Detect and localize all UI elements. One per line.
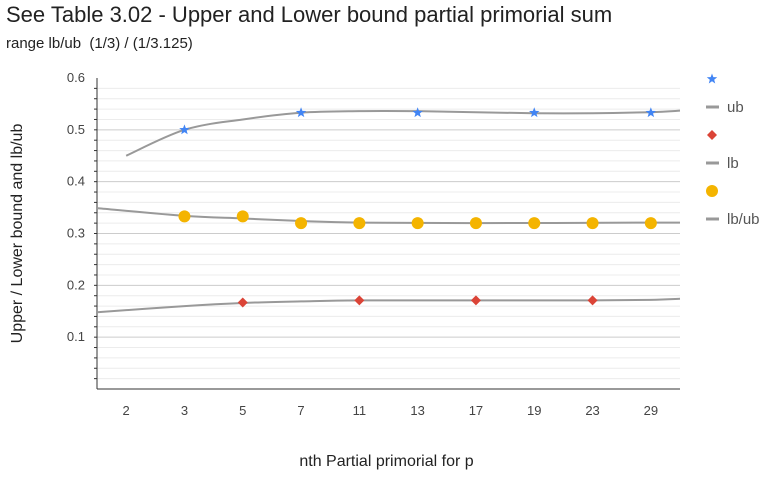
y-tick-label: 0.2: [67, 277, 85, 292]
chart-subtitle: range lb/ub (1/3) / (1/3.125): [6, 35, 193, 52]
data-point-star: [412, 107, 423, 118]
y-axis-title: Upper / Lower bound and lb/ub: [9, 124, 26, 344]
x-tick-label: 3: [181, 403, 188, 418]
data-point-circle: [295, 217, 308, 230]
y-tick-label: 0.3: [67, 226, 85, 241]
data-point-star: [179, 124, 190, 135]
series-lb-trendline: [96, 297, 681, 314]
x-tick-label: 17: [469, 403, 483, 418]
chart-title: See Table 3.02 - Upper and Lower bound p…: [6, 2, 613, 27]
x-tick-label: 19: [527, 403, 541, 418]
legend: ub lb lb/ub: [706, 73, 760, 228]
legend-swatch-circle: [706, 185, 718, 197]
y-tick-label: 0.6: [67, 70, 85, 85]
data-point-diamond: [470, 295, 481, 306]
x-tick-label: 2: [123, 403, 130, 418]
x-tick-label: 13: [410, 403, 424, 418]
legend-swatch-star: [706, 73, 718, 84]
data-point-circle: [353, 217, 366, 230]
series-diamond-points: [237, 295, 598, 308]
trendline-path: [125, 109, 681, 157]
legend-label: lb: [727, 155, 739, 172]
data-point-circle: [644, 217, 657, 230]
trendline-path: [96, 297, 681, 314]
data-point-circle: [236, 210, 249, 223]
series-star-points: [179, 107, 657, 135]
x-tick-label: 23: [585, 403, 599, 418]
data-point-circle: [528, 217, 541, 230]
x-tick-label: 11: [353, 403, 367, 418]
series-ub-trendline: [125, 109, 681, 157]
data-point-star: [295, 107, 307, 118]
data-point-circle: [178, 210, 191, 223]
legend-label: ub: [727, 99, 744, 116]
x-tick-label: 7: [297, 403, 304, 418]
legend-label: lb/ub: [727, 211, 760, 228]
y-tick-label: 0.1: [67, 329, 85, 344]
data-point-circle: [469, 217, 482, 230]
x-tick-label: 5: [239, 403, 246, 418]
data-point-diamond: [354, 295, 365, 306]
data-point-diamond: [237, 297, 248, 308]
y-tick-label: 0.4: [67, 174, 85, 189]
y-tick-label: 0.5: [67, 122, 85, 137]
x-tick-label: 29: [644, 403, 658, 418]
data-point-circle: [411, 217, 424, 230]
series-circle-points: [178, 210, 657, 230]
data-point-star: [529, 107, 540, 118]
legend-swatch-diamond: [707, 130, 717, 140]
data-point-star: [645, 107, 657, 118]
data-point-circle: [586, 217, 599, 230]
data-point-diamond: [587, 295, 598, 306]
x-axis-title: nth Partial primorial for p: [299, 453, 473, 470]
